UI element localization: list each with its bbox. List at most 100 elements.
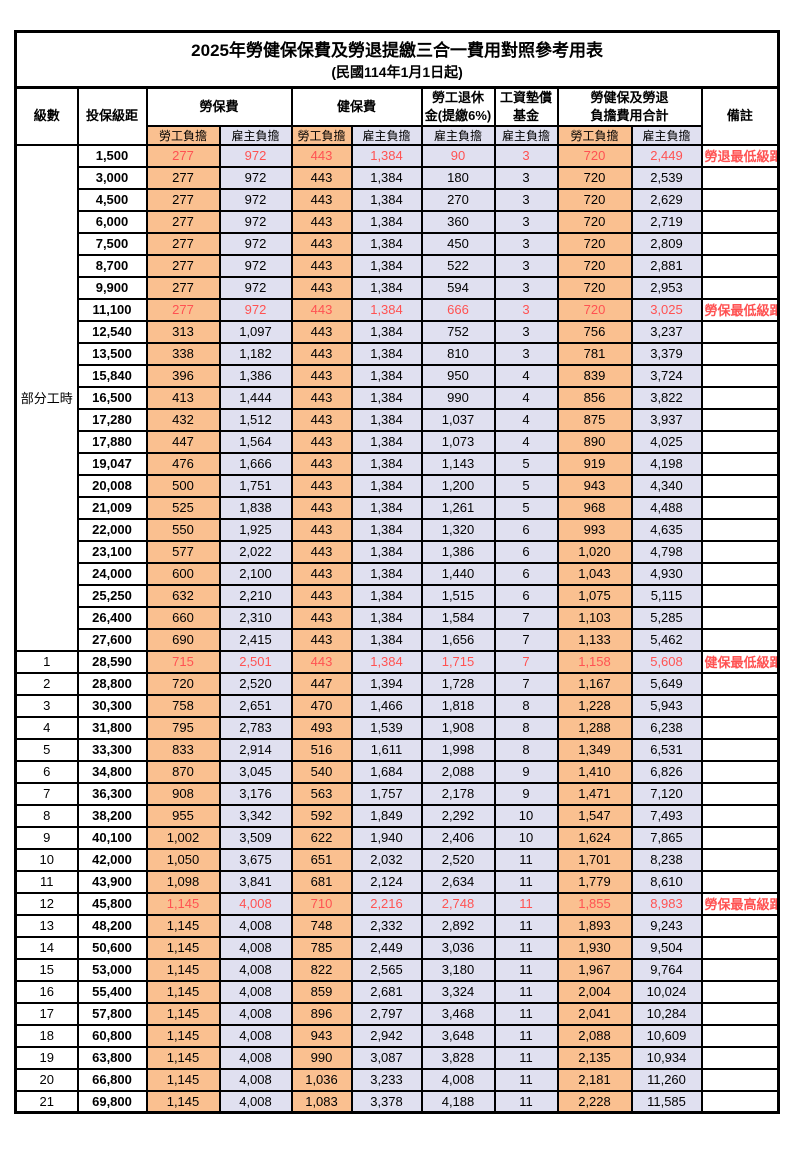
header-health-insurance: 健保費 (290, 86, 423, 127)
cell-note: 勞保最低級距 (700, 297, 780, 322)
cell-level: 15 (14, 957, 79, 982)
cell-total-employee: 1,288 (556, 715, 633, 740)
cell-health-employer: 1,384 (350, 297, 423, 322)
cell-pension-employer: 1,656 (420, 627, 496, 652)
cell-total-employer: 2,449 (630, 143, 703, 168)
cell-wage-fund-employer: 7 (493, 605, 559, 630)
table-row: 10 42,000 1,050 3,675 651 2,032 2,520 11 1,701 8,… (14, 847, 780, 872)
cell-level: 20 (14, 1067, 79, 1092)
part-time-group-label: 部分工時 (14, 143, 79, 652)
cell-labor-employee: 600 (145, 561, 221, 586)
cell-total-employer: 5,943 (630, 693, 703, 718)
cell-note (700, 275, 780, 300)
cell-health-employee: 443 (290, 363, 353, 388)
cell-wage-fund-employer: 11 (493, 891, 559, 916)
table-row: 13,500 338 1,182 443 1,384 810 3 781 3,379 (16, 341, 780, 366)
cell-wage-fund-employer: 3 (493, 143, 559, 168)
cell-note (700, 957, 780, 982)
cell-total-employer: 5,285 (630, 605, 703, 630)
cell-health-employee: 622 (290, 825, 353, 850)
cell-total-employee: 890 (556, 429, 633, 454)
subheader-total-employee: 勞工負擔 (556, 124, 633, 146)
cell-pension-employer: 1,037 (420, 407, 496, 432)
cell-health-employer: 1,757 (350, 781, 423, 806)
cell-total-employee: 720 (556, 275, 633, 300)
cell-total-employer: 11,260 (630, 1067, 703, 1092)
cell-wage-fund-employer: 11 (493, 869, 559, 894)
cell-total-employer: 3,237 (630, 319, 703, 344)
table-row: 19,047 476 1,666 443 1,384 1,143 5 919 4,198 (16, 451, 780, 476)
cell-wage-fund-employer: 6 (493, 561, 559, 586)
table-row: 20 66,800 1,145 4,008 1,036 3,233 4,008 11 2,181… (14, 1067, 780, 1092)
cell-wage-fund-employer: 3 (493, 341, 559, 366)
cell-wage-fund-employer: 11 (493, 1023, 559, 1048)
cell-note (700, 341, 780, 366)
table-row: 15,840 396 1,386 443 1,384 950 4 839 3,724 (16, 363, 780, 388)
cell-labor-employer: 1,838 (218, 495, 293, 520)
cell-total-employer: 6,826 (630, 759, 703, 784)
cell-wage-fund-employer: 9 (493, 759, 559, 784)
cell-total-employee: 1,893 (556, 913, 633, 938)
table-row: 部分工時 1,500 277 972 443 1,384 90 3 720 2,449 勞退最低級距 (14, 143, 780, 652)
table-row: 15 53,000 1,145 4,008 822 2,565 3,180 11 1,967 9,… (14, 957, 780, 982)
cell-health-employer: 1,539 (350, 715, 423, 740)
cell-health-employee: 651 (290, 847, 353, 872)
cell-total-employer: 4,635 (630, 517, 703, 542)
cell-wage-fund-employer: 11 (493, 1067, 559, 1092)
cell-health-employee: 443 (290, 495, 353, 520)
cell-wage-fund-employer: 11 (493, 957, 559, 982)
cell-total-employer: 2,629 (630, 187, 703, 212)
cell-total-employee: 875 (556, 407, 633, 432)
cell-total-employee: 1,133 (556, 627, 633, 652)
cell-labor-employer: 2,651 (218, 693, 293, 718)
cell-bracket: 36,300 (76, 781, 148, 806)
cell-pension-employer: 522 (420, 253, 496, 278)
cell-bracket: 60,800 (76, 1023, 148, 1048)
cell-health-employer: 1,384 (350, 407, 423, 432)
cell-pension-employer: 3,648 (420, 1023, 496, 1048)
cell-labor-employee: 525 (145, 495, 221, 520)
cell-level: 1 (14, 649, 79, 674)
cell-wage-fund-employer: 3 (493, 187, 559, 212)
table-header: 2025年勞健保保費及勞退提繳三合一費用對照參考用表 (民國114年1月1日起)… (14, 30, 780, 146)
cell-labor-employee: 500 (145, 473, 221, 498)
cell-wage-fund-employer: 6 (493, 517, 559, 542)
cell-pension-employer: 594 (420, 275, 496, 300)
subheader-health-employer: 雇主負擔 (350, 124, 423, 146)
cell-wage-fund-employer: 7 (493, 649, 559, 674)
cell-pension-employer: 2,088 (420, 759, 496, 784)
cell-bracket: 53,000 (76, 957, 148, 982)
cell-bracket: 63,800 (76, 1045, 148, 1070)
cell-labor-employer: 3,841 (218, 869, 293, 894)
cell-total-employee: 1,167 (556, 671, 633, 696)
table-row: 13 48,200 1,145 4,008 748 2,332 2,892 11 1,893 9,… (14, 913, 780, 938)
cell-total-employer: 8,983 (630, 891, 703, 916)
cell-total-employer: 5,608 (630, 649, 703, 674)
cell-labor-employer: 4,008 (218, 913, 293, 938)
cell-bracket: 15,840 (76, 363, 148, 388)
cell-level: 3 (14, 693, 79, 718)
header-group-row: 級數 投保級距 勞保費 健保費 勞工退休 金(提繳6%) 工資墊償 基金 勞健保… (14, 86, 780, 146)
cell-health-employer: 1,384 (350, 451, 423, 476)
cell-total-employee: 1,855 (556, 891, 633, 916)
cell-level: 10 (14, 847, 79, 872)
cell-total-employee: 1,020 (556, 539, 633, 564)
cell-wage-fund-employer: 10 (493, 803, 559, 828)
cell-note (700, 715, 780, 740)
cell-note (700, 671, 780, 696)
cell-labor-employer: 2,914 (218, 737, 293, 762)
cell-health-employee: 443 (290, 341, 353, 366)
cell-total-employee: 2,181 (556, 1067, 633, 1092)
cell-wage-fund-employer: 8 (493, 693, 559, 718)
cell-labor-employer: 972 (218, 209, 293, 234)
cell-total-employer: 7,493 (630, 803, 703, 828)
cell-note (700, 451, 780, 476)
cell-bracket: 6,000 (76, 209, 148, 234)
cell-health-employer: 1,940 (350, 825, 423, 850)
cell-health-employee: 443 (290, 605, 353, 630)
cell-health-employee: 681 (290, 869, 353, 894)
cell-labor-employee: 1,145 (145, 935, 221, 960)
table-row: 12 45,800 1,145 4,008 710 2,216 2,748 11 1,855 8,… (14, 891, 780, 916)
cell-note (700, 1001, 780, 1026)
cell-total-employer: 3,822 (630, 385, 703, 410)
